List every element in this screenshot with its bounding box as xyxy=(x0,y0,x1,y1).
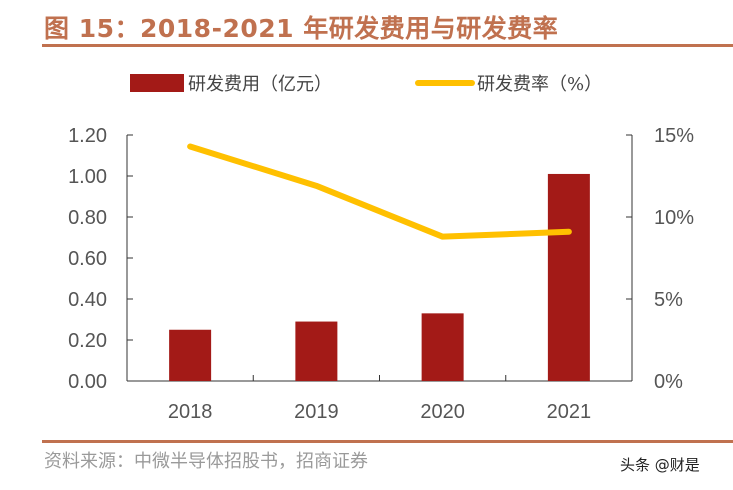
right-tick-label: 10% xyxy=(654,207,694,229)
left-tick-label: 0.00 xyxy=(68,371,107,393)
left-tick-label: 1.20 xyxy=(68,125,107,147)
bar-2019 xyxy=(295,321,338,381)
source-note: 资料来源：中微半导体招股书，招商证券 xyxy=(44,451,368,472)
legend-swatch-bar xyxy=(130,74,184,92)
legend: 研发费用（亿元） 研发费率（%） xyxy=(130,74,602,95)
left-tick-label: 0.20 xyxy=(68,330,107,352)
x-tick-label: 2019 xyxy=(294,401,339,423)
legend-label-line: 研发费率（%） xyxy=(477,74,602,95)
title-divider xyxy=(42,44,733,47)
figure-title: 图 15：2018-2021 年研发费用与研发费率 xyxy=(44,14,559,43)
rate-line xyxy=(187,143,572,240)
x-tick-label: 2021 xyxy=(547,401,592,423)
bar-2021 xyxy=(547,173,590,381)
watermark: 头条 @财是 xyxy=(620,456,700,474)
left-tick-label: 0.40 xyxy=(68,289,107,311)
bar-2020 xyxy=(421,313,464,381)
legend-label-bar: 研发费用（亿元） xyxy=(188,74,332,95)
bar-2018 xyxy=(169,329,212,381)
left-tick-label: 1.00 xyxy=(68,166,107,188)
right-tick-label: 15% xyxy=(654,125,694,147)
combo-chart: 研发费用（亿元） 研发费率（%） 0.00 0.20 0.40 0.60 0.80 1.0… xyxy=(68,74,694,423)
left-tick-label: 0.80 xyxy=(68,207,107,229)
x-tick-label: 2018 xyxy=(168,401,213,423)
x-tick-label: 2020 xyxy=(420,401,465,423)
right-tick-label: 0% xyxy=(654,371,683,393)
footer-divider xyxy=(42,440,733,443)
left-tick-label: 0.60 xyxy=(68,248,107,270)
right-tick-label: 5% xyxy=(654,289,683,311)
